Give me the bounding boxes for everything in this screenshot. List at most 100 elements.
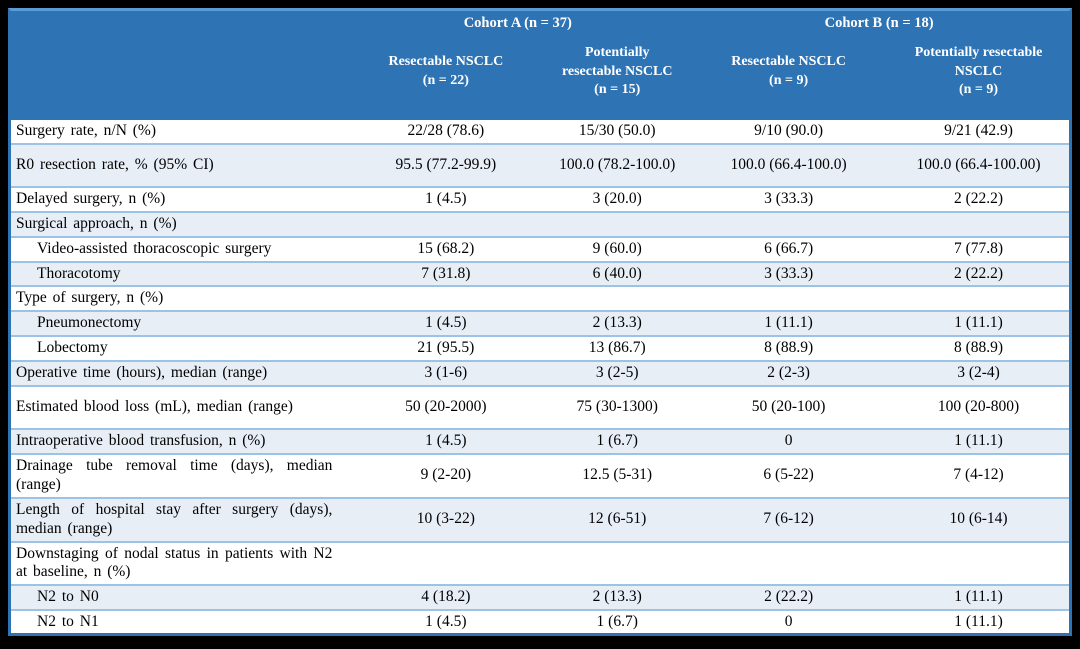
table-header: Cohort A (n = 37) Cohort B (n = 18) Rese…	[11, 11, 1069, 120]
table-row: Surgery rate, n/N (%) 22/28 (78.6) 15/30 (…	[11, 120, 1069, 144]
cell-value: 15/30 (50.0)	[545, 120, 690, 144]
cell-value	[545, 286, 690, 312]
cell-value: 12 (6-51)	[545, 497, 690, 542]
cell-value	[689, 211, 889, 237]
table-row: Estimated blood loss (mL), median (range…	[11, 386, 1069, 429]
cell-value	[888, 286, 1069, 312]
cell-value: 0	[689, 635, 888, 636]
cell-value: 0	[689, 428, 889, 454]
table-row: Downstaging of nodal status in patients …	[11, 541, 1069, 586]
cell-value: 2 (13.3)	[545, 311, 690, 337]
row-label: Type of surgery, n (%)	[11, 286, 347, 312]
cell-value: 10 (6-14)	[888, 497, 1069, 542]
cell-value: 15 (68.2)	[346, 236, 546, 262]
table-row: Delayed surgery, n (%) 1 (4.5) 3 (20.0) 3 (…	[11, 186, 1069, 212]
subgroup-header-row: Resectable NSCLC (n = 22) Potentially re…	[11, 34, 1069, 120]
cell-value	[346, 541, 546, 586]
cell-value: 1 (11.1)	[888, 610, 1069, 633]
cell-value: 50 (20-2000)	[346, 386, 546, 429]
row-label: Thoracotomy	[11, 261, 347, 287]
cell-value: 9/21 (42.9)	[888, 120, 1069, 144]
header-spacer-cell	[11, 34, 347, 120]
cell-value: 0	[689, 610, 889, 633]
cell-value: 1 (11.1)	[888, 585, 1069, 611]
table-row: N2 to N0 4 (18.2) 2 (13.3) 2 (22.2) 1 (11.1)	[11, 585, 1069, 611]
cell-value: 7 (77.8)	[888, 236, 1069, 262]
cohort-a-header: Cohort A (n = 37)	[346, 11, 690, 34]
cell-value	[888, 541, 1069, 586]
row-label: Drainage tube removal time (days), media…	[11, 453, 347, 498]
cell-value: 2 (2-3)	[689, 361, 889, 387]
cell-value: 1 (11.1)	[888, 311, 1069, 337]
surgery-outcomes-table: Cohort A (n = 37) Cohort B (n = 18) Rese…	[11, 11, 1069, 636]
cell-value: 100 (20-800)	[888, 386, 1069, 429]
cell-value: 2 (22.2)	[888, 261, 1069, 287]
row-label: Lobectomy	[11, 336, 347, 362]
cell-value: 3 (2-5)	[545, 361, 690, 387]
cell-value	[545, 541, 690, 586]
row-label: Delayed surgery, n (%)	[11, 186, 347, 212]
cell-value: 3 (1-6)	[346, 361, 546, 387]
table-row: Video-assisted thoracoscopic surgery 15 (…	[11, 236, 1069, 262]
table-row: Length of hospital stay after surgery (d…	[11, 497, 1069, 542]
cell-value: 1 (6.7)	[545, 428, 690, 454]
row-label: Length of hospital stay after surgery (d…	[11, 497, 347, 542]
cell-value: 75 (30-1300)	[545, 386, 690, 429]
row-label: Operative time (hours), median (range)	[11, 361, 347, 387]
cell-value	[346, 211, 546, 237]
cell-value: 7 (6-12)	[689, 497, 889, 542]
cell-value: 7 (4-12)	[888, 453, 1069, 498]
cell-value: 1 (4.5)	[346, 610, 546, 633]
cell-value: 10 (3-22)	[346, 497, 546, 542]
cell-value	[689, 541, 889, 586]
cell-value: 100.0 (78.2-100.0)	[545, 143, 690, 187]
surgery-outcomes-table-container: Cohort A (n = 37) Cohort B (n = 18) Rese…	[8, 8, 1072, 636]
cell-value: 3 (20.0)	[545, 186, 690, 212]
row-label: N2 to N0	[11, 585, 347, 611]
cell-value	[545, 211, 690, 237]
cell-value: 2 (22.2)	[888, 186, 1069, 212]
cell-value: 4 (44.4)	[888, 635, 1069, 636]
table-row: Type of surgery, n (%)	[11, 286, 1069, 312]
cell-value: 50 (20-100)	[689, 386, 889, 429]
table-row: Drainage tube removal time (days), media…	[11, 453, 1069, 498]
cell-value: 6 (5-22)	[689, 453, 889, 498]
row-label: Estimated blood loss (mL), median (range…	[11, 386, 347, 429]
cell-value: 3 (33.3)	[689, 261, 889, 287]
cell-value	[689, 286, 889, 312]
cell-value: 1 (11.1)	[689, 311, 889, 337]
cell-value: 1 (4.5)	[346, 186, 546, 212]
cell-value: 100.0 (66.4-100.0)	[689, 143, 889, 187]
row-label: Intraoperative blood transfusion, n (%)	[11, 428, 347, 454]
table-row: Intraoperative blood transfusion, n (%) 1…	[11, 428, 1069, 454]
row-label: N2 to N2	[11, 635, 346, 636]
cell-value: 4 (18.2)	[346, 585, 546, 611]
row-label: Pneumonectomy	[11, 311, 347, 337]
col-header-cohort-b-potentially-resectable: Potentially resectable NSCLC (n = 9)	[888, 34, 1069, 120]
cell-value: 21 (95.5)	[346, 336, 546, 362]
cell-value: 22/28 (78.6)	[346, 120, 546, 144]
cell-value: 13 (86.7)	[545, 336, 690, 362]
cell-value: 9/10 (90.0)	[689, 120, 889, 144]
cell-value: 95.5 (77.2-99.9)	[346, 143, 546, 187]
table-row: N2 to N22 (9.1)3 (20.0)04 (44.4)	[11, 635, 1069, 636]
col-header-cohort-a-potentially-resectable: Potentially resectable NSCLC (n = 15)	[545, 34, 690, 120]
col-header-cohort-b-resectable: Resectable NSCLC (n = 9)	[689, 34, 889, 120]
cell-value: 3 (2-4)	[888, 361, 1069, 387]
table-body: Surgery rate, n/N (%) 22/28 (78.6) 15/30 (…	[11, 120, 1069, 636]
table-row: Pneumonectomy 1 (4.5) 2 (13.3) 1 (11.1) 1 (1…	[11, 311, 1069, 337]
row-label: Video-assisted thoracoscopic surgery	[11, 236, 347, 262]
cell-value: 6 (66.7)	[689, 236, 889, 262]
cell-value: 6 (40.0)	[545, 261, 690, 287]
cell-value: 7 (31.8)	[346, 261, 546, 287]
cell-value: 2 (22.2)	[689, 585, 889, 611]
row-label: Downstaging of nodal status in patients …	[11, 541, 347, 586]
row-label: Surgery rate, n/N (%)	[11, 120, 347, 144]
cell-value: 3 (33.3)	[689, 186, 889, 212]
cohort-b-header: Cohort B (n = 18)	[689, 11, 1069, 34]
cell-value: 2 (9.1)	[346, 635, 545, 636]
cell-value: 12.5 (5-31)	[545, 453, 690, 498]
cell-value: 8 (88.9)	[888, 336, 1069, 362]
cell-value	[346, 286, 546, 312]
